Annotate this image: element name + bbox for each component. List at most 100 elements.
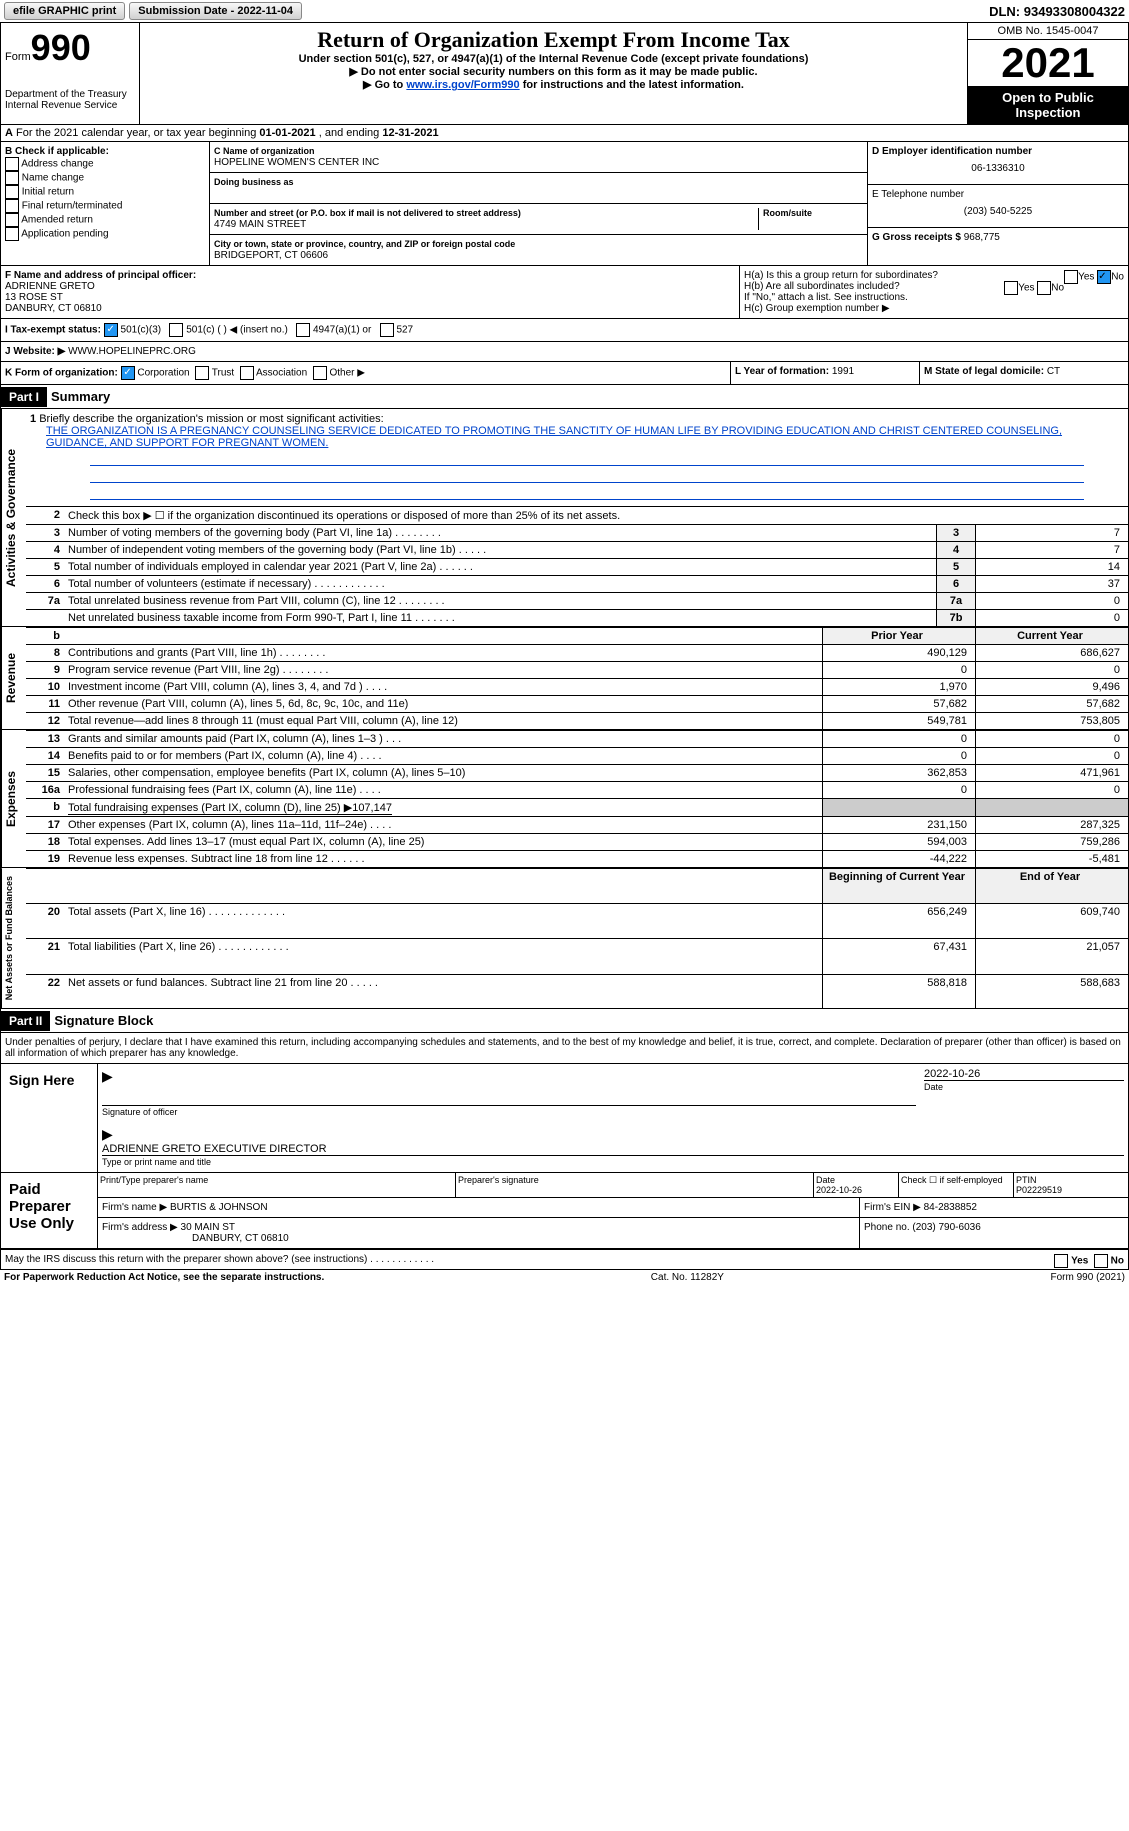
tax-year: 2021 xyxy=(968,40,1128,86)
chk-name[interactable] xyxy=(5,171,19,185)
chk-hb-yes[interactable] xyxy=(1004,281,1018,295)
chk-trust[interactable] xyxy=(195,366,209,380)
org-addr: 4749 MAIN STREET xyxy=(214,219,306,230)
table-row: bTotal fundraising expenses (Part IX, co… xyxy=(26,799,1128,817)
netassets-table: Beginning of Current YearEnd of Year 20T… xyxy=(26,868,1128,1008)
chk-hb-no[interactable] xyxy=(1037,281,1051,295)
discuss-row: May the IRS discuss this return with the… xyxy=(0,1250,1129,1270)
part2-header: Part IISignature Block xyxy=(0,1009,1129,1033)
chk-501c[interactable] xyxy=(169,323,183,337)
table-row: 17Other expenses (Part IX, column (A), l… xyxy=(26,817,1128,834)
mission: THE ORGANIZATION IS A PREGNANCY COUNSELI… xyxy=(46,425,1124,449)
section-fh: F Name and address of principal officer:… xyxy=(0,266,1129,319)
chk-4947[interactable] xyxy=(296,323,310,337)
table-row: 5Total number of individuals employed in… xyxy=(26,559,1128,576)
chk-501c3[interactable]: ✓ xyxy=(104,323,118,337)
table-row: 22Net assets or fund balances. Subtract … xyxy=(26,974,1128,1008)
firm-ein: 84-2838852 xyxy=(924,1202,977,1213)
form-title: Return of Organization Exempt From Incom… xyxy=(144,27,963,53)
chk-amended[interactable] xyxy=(5,213,19,227)
form-sub2: ▶ Do not enter social security numbers o… xyxy=(144,65,963,78)
chk-address[interactable] xyxy=(5,157,19,171)
table-row: 20Total assets (Part X, line 16) . . . .… xyxy=(26,904,1128,939)
signature-block: Sign Here ▶Signature of officer 2022-10-… xyxy=(0,1064,1129,1250)
row-j: J Website: ▶ WWW.HOPELINEPRC.ORG xyxy=(0,342,1129,362)
form-header: Form990 Department of the Treasury Inter… xyxy=(0,23,1129,125)
revenue-table: bPrior YearCurrent Year 8Contributions a… xyxy=(26,627,1128,729)
declaration: Under penalties of perjury, I declare th… xyxy=(0,1033,1129,1064)
vert-expenses: Expenses xyxy=(1,730,26,867)
vert-netassets: Net Assets or Fund Balances xyxy=(1,868,26,1008)
subdate-button[interactable]: Submission Date - 2022-11-04 xyxy=(129,2,302,20)
dept-label: Department of the Treasury xyxy=(5,89,135,100)
officer-name: ADRIENNE GRETO xyxy=(5,281,95,292)
domicile: CT xyxy=(1047,366,1060,377)
row-i: I Tax-exempt status: ✓ 501(c)(3) 501(c) … xyxy=(0,319,1129,342)
org-city: BRIDGEPORT, CT 06606 xyxy=(214,250,328,261)
inspection: Open to PublicInspection xyxy=(968,86,1128,124)
table-row: 14Benefits paid to or for members (Part … xyxy=(26,748,1128,765)
table-row: 3Number of voting members of the governi… xyxy=(26,525,1128,542)
table-row: 10Investment income (Part VIII, column (… xyxy=(26,679,1128,696)
dln: DLN: 93493308004322 xyxy=(989,4,1125,19)
sign-date: 2022-10-26 xyxy=(924,1068,980,1080)
col-d: D Employer identification number06-13363… xyxy=(867,142,1128,265)
year-formed: 1991 xyxy=(832,366,854,377)
org-name: HOPELINE WOMEN'S CENTER INC xyxy=(214,157,379,168)
table-row: 13Grants and similar amounts paid (Part … xyxy=(26,731,1128,748)
table-row: 16aProfessional fundraising fees (Part I… xyxy=(26,782,1128,799)
chk-discuss-no[interactable] xyxy=(1094,1254,1108,1268)
p1-table: 2Check this box ▶ ☐ if the organization … xyxy=(26,506,1128,626)
form-sub1: Under section 501(c), 527, or 4947(a)(1)… xyxy=(144,53,963,65)
website: WWW.HOPELINEPRC.ORG xyxy=(65,346,196,357)
section-a: A For the 2021 calendar year, or tax yea… xyxy=(0,125,1129,142)
col-h: H(a) Is this a group return for subordin… xyxy=(740,266,1128,318)
irs-label: Internal Revenue Service xyxy=(5,100,135,111)
table-row: 12Total revenue—add lines 8 through 11 (… xyxy=(26,713,1128,730)
col-f: F Name and address of principal officer:… xyxy=(1,266,740,318)
chk-initial[interactable] xyxy=(5,185,19,199)
chk-other[interactable] xyxy=(313,366,327,380)
ein: 06-1336310 xyxy=(872,157,1124,180)
expenses-table: 13Grants and similar amounts paid (Part … xyxy=(26,730,1128,867)
table-row: 18Total expenses. Add lines 13–17 (must … xyxy=(26,834,1128,851)
omb: OMB No. 1545-0047 xyxy=(968,23,1128,40)
row-k: K Form of organization: ✓ Corporation Tr… xyxy=(0,362,1129,385)
p1-line1: 1 Briefly describe the organization's mi… xyxy=(26,409,1128,506)
ptin: P02229519 xyxy=(1016,1185,1062,1195)
sign-here-label: Sign Here xyxy=(1,1064,98,1172)
chk-527[interactable] xyxy=(380,323,394,337)
chk-discuss-yes[interactable] xyxy=(1054,1254,1068,1268)
chk-corp[interactable]: ✓ xyxy=(121,366,135,380)
table-row: 11Other revenue (Part VIII, column (A), … xyxy=(26,696,1128,713)
chk-ha-yes[interactable] xyxy=(1064,270,1078,284)
top-bar: efile GRAPHIC print Submission Date - 20… xyxy=(0,0,1129,23)
chk-final[interactable] xyxy=(5,199,19,213)
col-c: C Name of organizationHOPELINE WOMEN'S C… xyxy=(210,142,867,265)
vert-activities: Activities & Governance xyxy=(1,409,26,626)
section-bcd: B Check if applicable: Address change Na… xyxy=(0,142,1129,266)
table-row: 4Number of independent voting members of… xyxy=(26,542,1128,559)
chk-assoc[interactable] xyxy=(240,366,254,380)
table-row: 21Total liabilities (Part X, line 26) . … xyxy=(26,939,1128,974)
form-sub3: ▶ Go to www.irs.gov/Form990 for instruct… xyxy=(144,78,963,91)
table-row: 7aTotal unrelated business revenue from … xyxy=(26,593,1128,610)
telephone: (203) 540-5225 xyxy=(872,200,1124,223)
chk-ha-no[interactable]: ✓ xyxy=(1097,270,1111,284)
gross-receipts: 968,775 xyxy=(964,232,1000,243)
efile-button[interactable]: efile GRAPHIC print xyxy=(4,2,125,20)
firm-phone: (203) 790-6036 xyxy=(912,1222,980,1233)
firm-addr: 30 MAIN ST xyxy=(181,1222,235,1233)
vert-revenue: Revenue xyxy=(1,627,26,729)
chk-pending[interactable] xyxy=(5,227,19,241)
table-row: 15Salaries, other compensation, employee… xyxy=(26,765,1128,782)
col-b: B Check if applicable: Address change Na… xyxy=(1,142,210,265)
table-row: 9Program service revenue (Part VIII, lin… xyxy=(26,662,1128,679)
firm-name: BURTIS & JOHNSON xyxy=(170,1202,268,1213)
form-number: 990 xyxy=(31,27,91,68)
table-row: 6Total number of volunteers (estimate if… xyxy=(26,576,1128,593)
table-row: 8Contributions and grants (Part VIII, li… xyxy=(26,645,1128,662)
prep-date: 2022-10-26 xyxy=(816,1185,862,1195)
paid-preparer-label: Paid Preparer Use Only xyxy=(1,1173,98,1248)
irs-link[interactable]: www.irs.gov/Form990 xyxy=(406,79,519,91)
